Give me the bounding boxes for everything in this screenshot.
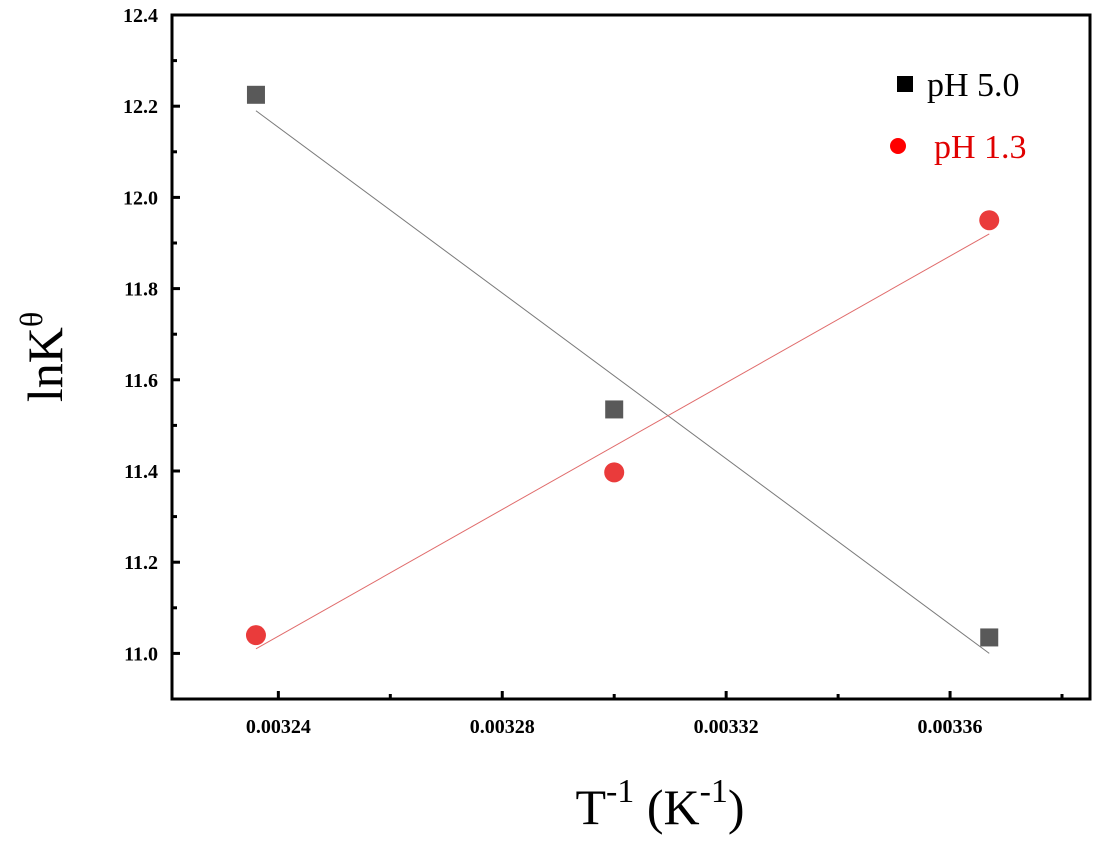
x-axis-title-unit-sup: -1	[700, 773, 728, 810]
x-axis-title-unit-open: (K	[634, 779, 699, 835]
x-axis-title: T-1 (K-1)	[575, 773, 744, 835]
data-point-circle	[245, 625, 266, 646]
x-axis-title-unit-close: )	[728, 779, 745, 835]
data-point-circle	[979, 210, 1000, 231]
legend: pH 5.0 pH 1.3	[890, 67, 1027, 166]
y-tick-label: 11.2	[124, 552, 158, 574]
y-axis-title-base: lnK	[17, 327, 73, 402]
legend-label: pH 1.3	[934, 129, 1027, 166]
y-tick-label: 11.4	[124, 461, 158, 483]
x-tick-label: 0.00332	[694, 716, 759, 738]
fit-line-series-1	[255, 233, 990, 650]
y-tick-label: 11.6	[124, 370, 158, 392]
legend-label: pH 5.0	[927, 67, 1020, 104]
y-tick-label: 12.0	[123, 187, 158, 209]
y-tick-label: 12.4	[123, 5, 158, 27]
x-tick-label: 0.00336	[918, 716, 983, 738]
x-tick-label: 0.00328	[470, 716, 535, 738]
x-tick-label: 0.00324	[246, 716, 311, 738]
x-axis-title-sup: -1	[606, 773, 634, 810]
y-axis-title-sup: θ	[13, 312, 49, 327]
legend-marker-circle	[890, 138, 906, 154]
fit-lines	[255, 110, 990, 654]
x-axis-title-base: T	[575, 779, 606, 835]
legend-marker-square	[897, 76, 913, 92]
data-point-square	[246, 85, 265, 104]
y-tick-label: 12.2	[123, 96, 158, 118]
y-tick-label: 11.8	[124, 279, 158, 301]
plot-frame	[170, 13, 1092, 701]
data-point-square	[980, 628, 999, 647]
data-point-circle	[604, 462, 625, 483]
y-axis-title: lnKθ	[13, 312, 73, 402]
fit-line-series-0	[255, 110, 990, 654]
y-tick-label: 11.0	[124, 643, 158, 665]
data-point-square	[605, 400, 624, 419]
axis-ticks: 11.0 11.2 11.4 11.6 11.8 12.0 12.2 12.4 0.00324 0…	[123, 5, 1064, 738]
data-points	[245, 85, 1000, 647]
